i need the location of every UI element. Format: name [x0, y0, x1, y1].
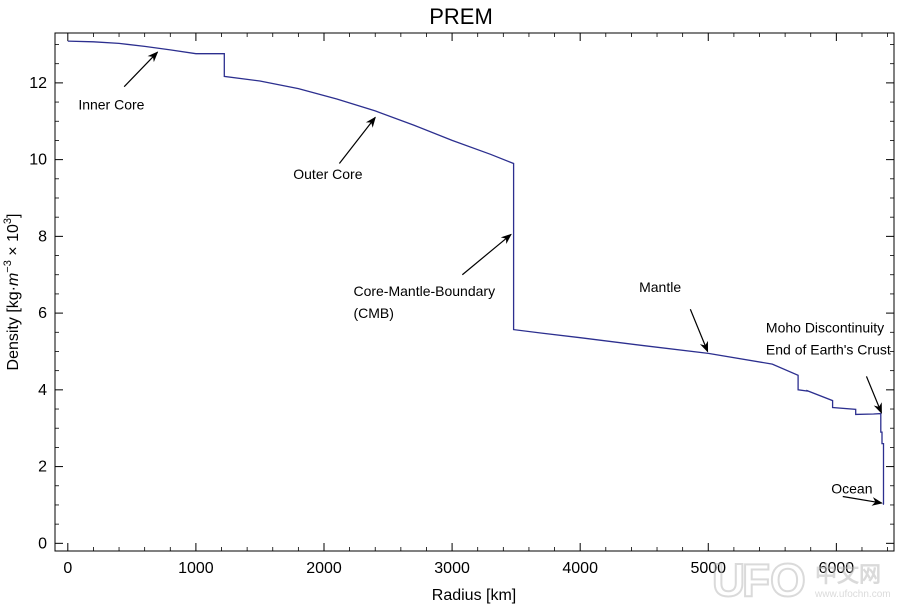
x-tick-label: 4000 — [562, 560, 598, 577]
annotation-arrow — [689, 309, 709, 353]
watermark-logo: U F O 中文网 www.ufochn.com — [711, 553, 891, 606]
annotation-label: Core-Mantle-Boundary — [353, 283, 495, 299]
annotation-arrow — [865, 376, 883, 414]
annotations: Inner Core Outer Core Core-Mantle-Boundary… — [78, 51, 891, 506]
annotation-label: Mantle — [639, 279, 681, 295]
y-label-exp2: 3 — [2, 218, 14, 224]
plot-frame — [54, 32, 895, 552]
x-tick-label: 1000 — [178, 560, 214, 577]
annotation-arrow — [338, 116, 376, 164]
annotation-arrow — [842, 495, 883, 506]
y-label-prefix: Density [kg· — [5, 286, 22, 370]
watermark-site-url: www.ufochn.com — [814, 589, 891, 600]
x-axis-label: Radius [km] — [432, 587, 516, 604]
annotation-arrow — [461, 233, 512, 276]
annotation-label: Moho Discontinuity — [766, 319, 884, 335]
density-series-line — [67, 40, 885, 505]
annotation-label: Outer Core — [293, 166, 362, 182]
axis-ticks: 0 1000 2000 3000 4000 5000 6000 0 2 4 6 8 10 12 — [29, 33, 894, 577]
y-label-m: m — [5, 273, 22, 286]
y-tick-label: 8 — [38, 228, 47, 245]
annotation-arrow — [123, 51, 159, 88]
watermark-letter-u: U — [712, 554, 745, 606]
x-tick-label: 5000 — [690, 560, 726, 577]
chart-title: PREM — [429, 4, 493, 29]
y-tick-label: 0 — [38, 535, 47, 552]
series-group — [67, 40, 885, 505]
x-tick-label: 3000 — [434, 560, 470, 577]
x-tick-label: 6000 — [819, 560, 855, 577]
y-label-times: × 10 — [5, 224, 22, 260]
watermark-letter-o: O — [770, 554, 806, 606]
y-tick-label: 4 — [38, 382, 47, 399]
annotation-label: Ocean — [831, 480, 872, 496]
annotation-label: End of Earth's Crust — [766, 341, 891, 357]
watermark-site-cn: 中文网 — [815, 562, 881, 587]
y-tick-label: 12 — [29, 75, 47, 92]
y-tick-label: 2 — [38, 459, 47, 476]
x-tick-label: 2000 — [306, 560, 342, 577]
y-tick-label: 6 — [38, 305, 47, 322]
y-axis-label: Density [kg·m−3 × 103] — [2, 214, 22, 371]
x-tick-label: 0 — [63, 560, 72, 577]
y-tick-label: 10 — [29, 152, 47, 169]
y-label-exp1: −3 — [2, 260, 14, 273]
y-label-suffix: ] — [5, 214, 22, 218]
annotation-label: Inner Core — [78, 97, 144, 113]
annotation-label: (CMB) — [353, 305, 393, 321]
watermark-letter-f: F — [742, 554, 770, 606]
